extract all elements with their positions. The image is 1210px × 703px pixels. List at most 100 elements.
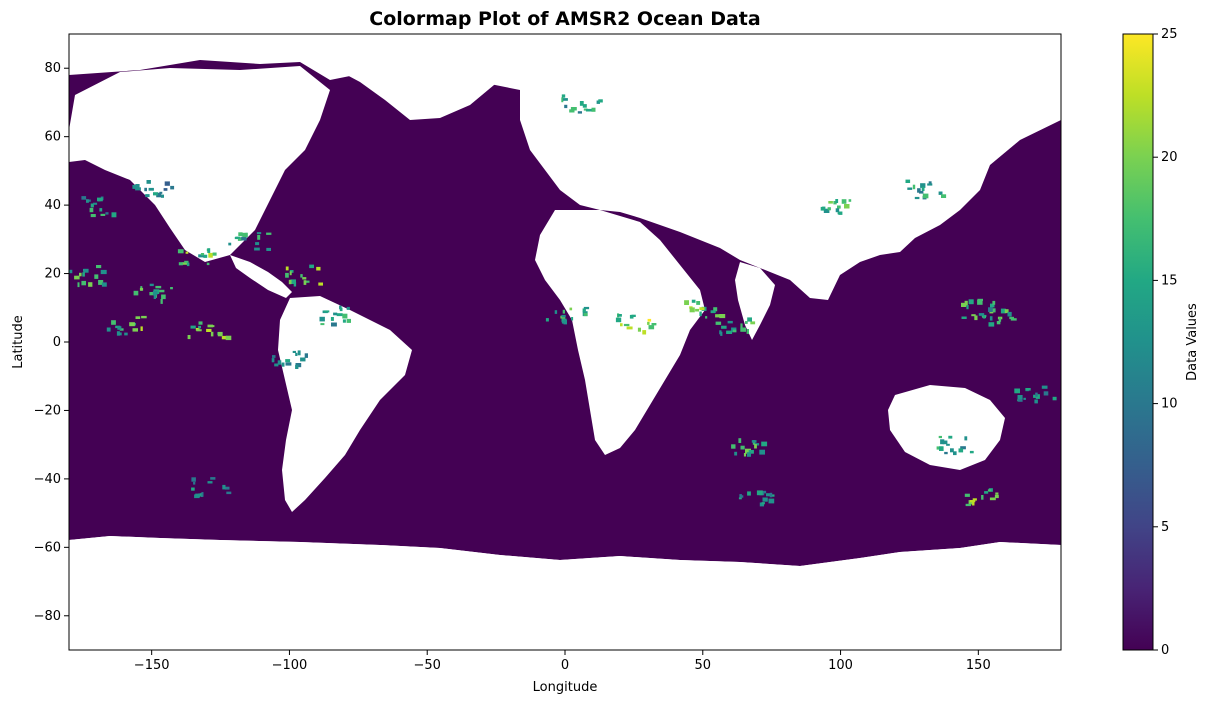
heat-cell	[591, 107, 596, 112]
heat-cell	[217, 331, 223, 337]
heat-cell	[164, 181, 170, 186]
heat-cell	[277, 360, 282, 365]
heat-cell	[156, 192, 162, 198]
heat-cell	[201, 492, 204, 497]
heat-cell	[977, 299, 983, 305]
heat-cell	[684, 300, 689, 305]
heat-cell	[90, 214, 96, 218]
heat-cell	[187, 335, 191, 340]
heat-cell	[631, 314, 636, 317]
heat-cell	[960, 446, 966, 450]
land-central-america	[230, 255, 292, 298]
colorbar-tick-label: 25	[1161, 27, 1178, 42]
land-greenland	[330, 62, 500, 120]
heat-cell	[135, 187, 141, 191]
heat-cell	[759, 502, 764, 507]
heat-cell	[710, 310, 716, 314]
y-tick-label: 40	[44, 198, 61, 213]
land-india	[735, 262, 775, 340]
heat-cell	[905, 179, 911, 183]
heat-cell	[221, 335, 228, 340]
colorbar-tick-label: 15	[1161, 273, 1178, 288]
x-axis-label: Longitude	[533, 680, 598, 695]
colorbar: 0 5 10 15 20 25 Data Values	[1122, 27, 1200, 658]
heat-cell	[569, 307, 573, 311]
colorbar-tick-label: 20	[1161, 150, 1178, 165]
heat-cell	[648, 325, 655, 330]
heat-cell	[302, 277, 307, 280]
heat-cell	[170, 287, 173, 290]
heat-cell	[235, 236, 241, 239]
heat-cell	[170, 185, 175, 190]
heat-cell	[81, 280, 86, 286]
heat-cell	[699, 311, 702, 317]
heat-cell	[96, 265, 102, 269]
heat-cell	[739, 494, 742, 497]
heat-cell	[978, 313, 985, 316]
heat-cell	[740, 323, 743, 328]
heat-cell	[748, 450, 754, 454]
heat-cell	[919, 191, 924, 194]
heat-cell	[88, 282, 93, 287]
heat-cell	[203, 254, 208, 258]
heat-cell	[569, 109, 575, 113]
heat-cell	[961, 316, 967, 319]
x-tick-label: 50	[695, 658, 712, 673]
heat-cell	[981, 495, 984, 500]
heat-cell	[111, 320, 116, 325]
colorbar-tick-label: 0	[1161, 643, 1169, 658]
heat-cell	[989, 497, 996, 501]
heat-cell	[719, 314, 726, 319]
heat-cell	[721, 325, 727, 329]
heat-cell	[320, 323, 325, 326]
heat-cell	[330, 317, 334, 321]
heat-cell	[966, 305, 969, 310]
heat-cell	[124, 332, 128, 336]
heat-cell	[988, 322, 995, 327]
heat-cell	[117, 326, 122, 330]
heat-cell	[105, 212, 109, 215]
heat-cell	[1007, 311, 1012, 317]
y-tick-label: −80	[34, 609, 61, 624]
heat-cell	[139, 287, 144, 291]
heat-cell	[209, 325, 215, 328]
y-tick-label: −20	[34, 403, 61, 418]
heat-cell	[86, 199, 89, 203]
heat-cell	[921, 186, 925, 191]
heat-cell	[1023, 397, 1026, 400]
heat-cell	[907, 187, 913, 190]
heat-cell	[761, 441, 768, 447]
heat-cell	[738, 497, 742, 500]
heat-cell	[281, 362, 285, 367]
heat-cell	[705, 316, 708, 319]
heat-cell	[823, 208, 830, 213]
heat-cell	[759, 449, 765, 455]
heat-cell	[745, 321, 748, 324]
heat-cell	[691, 299, 696, 303]
land-eurasia	[520, 64, 1061, 300]
heat-cell	[583, 306, 590, 310]
y-tick-label: −40	[34, 472, 61, 487]
heat-cell	[140, 326, 143, 331]
heat-cell	[196, 329, 202, 332]
heat-cell	[969, 500, 976, 503]
heat-cell	[583, 312, 588, 317]
heat-cell	[732, 329, 737, 333]
heat-cell	[579, 101, 584, 106]
heat-cell	[747, 491, 751, 496]
heat-cell	[266, 247, 271, 251]
heat-cell	[564, 104, 568, 109]
heat-cell	[272, 355, 276, 358]
heat-cell	[90, 203, 94, 208]
heat-cell	[97, 197, 103, 202]
heat-cell	[820, 206, 825, 211]
heat-cell	[695, 308, 699, 312]
heat-cell	[293, 282, 297, 287]
heat-cell	[242, 232, 248, 238]
heat-cell	[295, 352, 298, 356]
heat-cell	[751, 440, 757, 443]
heat-cell	[1043, 391, 1049, 396]
heat-cell	[149, 292, 155, 296]
colorbar-label: Data Values	[1185, 303, 1200, 381]
heat-cell	[1014, 388, 1020, 394]
